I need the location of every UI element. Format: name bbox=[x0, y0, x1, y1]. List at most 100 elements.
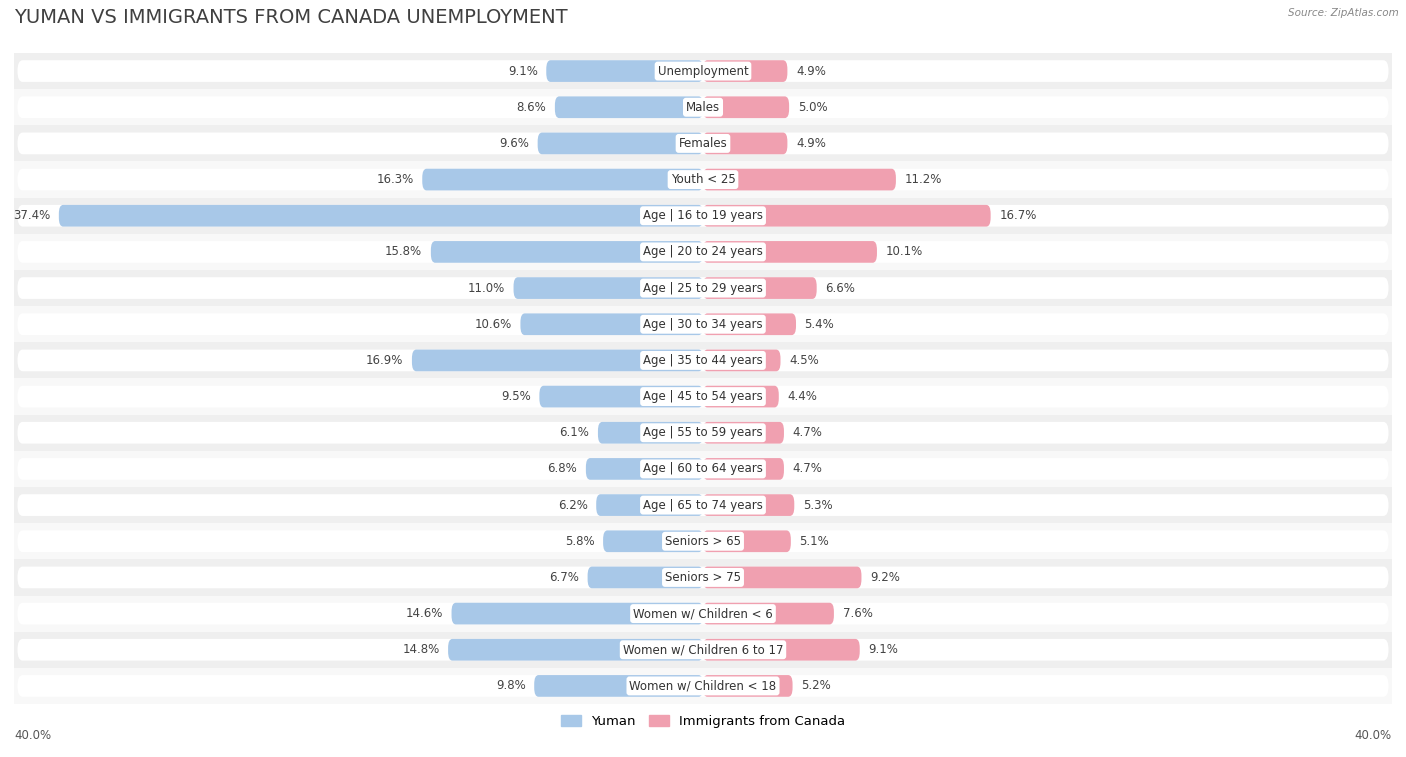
Text: Age | 60 to 64 years: Age | 60 to 64 years bbox=[643, 463, 763, 475]
Text: 16.3%: 16.3% bbox=[377, 173, 413, 186]
Text: Unemployment: Unemployment bbox=[658, 64, 748, 77]
Bar bbox=[14, 378, 1392, 415]
FancyBboxPatch shape bbox=[59, 205, 703, 226]
Text: Women w/ Children 6 to 17: Women w/ Children 6 to 17 bbox=[623, 643, 783, 656]
Text: 40.0%: 40.0% bbox=[1355, 729, 1392, 742]
FancyBboxPatch shape bbox=[547, 61, 703, 82]
Text: Females: Females bbox=[679, 137, 727, 150]
FancyBboxPatch shape bbox=[17, 675, 1389, 696]
Text: 5.1%: 5.1% bbox=[800, 534, 830, 548]
Text: 40.0%: 40.0% bbox=[14, 729, 51, 742]
FancyBboxPatch shape bbox=[513, 277, 703, 299]
Text: Age | 25 to 29 years: Age | 25 to 29 years bbox=[643, 282, 763, 294]
FancyBboxPatch shape bbox=[540, 386, 703, 407]
FancyBboxPatch shape bbox=[534, 675, 703, 696]
FancyBboxPatch shape bbox=[555, 96, 703, 118]
FancyBboxPatch shape bbox=[17, 531, 1389, 552]
FancyBboxPatch shape bbox=[703, 531, 790, 552]
Text: 4.9%: 4.9% bbox=[796, 137, 825, 150]
FancyBboxPatch shape bbox=[17, 277, 1389, 299]
Bar bbox=[14, 234, 1392, 270]
FancyBboxPatch shape bbox=[703, 566, 862, 588]
Text: 7.6%: 7.6% bbox=[842, 607, 872, 620]
FancyBboxPatch shape bbox=[703, 458, 785, 480]
FancyBboxPatch shape bbox=[17, 386, 1389, 407]
Text: Youth < 25: Youth < 25 bbox=[671, 173, 735, 186]
Bar bbox=[14, 451, 1392, 487]
FancyBboxPatch shape bbox=[703, 422, 785, 444]
FancyBboxPatch shape bbox=[17, 350, 1389, 371]
Bar bbox=[14, 487, 1392, 523]
FancyBboxPatch shape bbox=[586, 458, 703, 480]
Text: 9.8%: 9.8% bbox=[496, 680, 526, 693]
Bar bbox=[14, 523, 1392, 559]
FancyBboxPatch shape bbox=[703, 61, 787, 82]
Text: 11.2%: 11.2% bbox=[904, 173, 942, 186]
Bar bbox=[14, 89, 1392, 126]
Bar bbox=[14, 559, 1392, 596]
Text: 4.9%: 4.9% bbox=[796, 64, 825, 77]
FancyBboxPatch shape bbox=[703, 350, 780, 371]
Text: 11.0%: 11.0% bbox=[468, 282, 505, 294]
FancyBboxPatch shape bbox=[412, 350, 703, 371]
FancyBboxPatch shape bbox=[17, 241, 1389, 263]
FancyBboxPatch shape bbox=[537, 132, 703, 154]
FancyBboxPatch shape bbox=[449, 639, 703, 661]
Text: 9.1%: 9.1% bbox=[869, 643, 898, 656]
Text: Age | 20 to 24 years: Age | 20 to 24 years bbox=[643, 245, 763, 258]
Bar bbox=[14, 342, 1392, 378]
Bar bbox=[14, 53, 1392, 89]
Bar bbox=[14, 631, 1392, 668]
FancyBboxPatch shape bbox=[703, 132, 787, 154]
Text: 6.8%: 6.8% bbox=[547, 463, 578, 475]
Text: 4.7%: 4.7% bbox=[793, 426, 823, 439]
Bar bbox=[14, 198, 1392, 234]
Bar bbox=[14, 306, 1392, 342]
Bar bbox=[14, 126, 1392, 161]
Text: YUMAN VS IMMIGRANTS FROM CANADA UNEMPLOYMENT: YUMAN VS IMMIGRANTS FROM CANADA UNEMPLOY… bbox=[14, 8, 568, 26]
Text: 10.6%: 10.6% bbox=[475, 318, 512, 331]
Text: Women w/ Children < 6: Women w/ Children < 6 bbox=[633, 607, 773, 620]
FancyBboxPatch shape bbox=[17, 603, 1389, 625]
FancyBboxPatch shape bbox=[598, 422, 703, 444]
FancyBboxPatch shape bbox=[430, 241, 703, 263]
Text: 16.7%: 16.7% bbox=[1000, 209, 1036, 223]
Text: 9.5%: 9.5% bbox=[501, 390, 531, 403]
Text: 4.5%: 4.5% bbox=[789, 354, 818, 367]
Text: 9.2%: 9.2% bbox=[870, 571, 900, 584]
Text: 15.8%: 15.8% bbox=[385, 245, 422, 258]
FancyBboxPatch shape bbox=[596, 494, 703, 516]
Bar bbox=[14, 270, 1392, 306]
FancyBboxPatch shape bbox=[17, 313, 1389, 335]
Text: Seniors > 65: Seniors > 65 bbox=[665, 534, 741, 548]
FancyBboxPatch shape bbox=[703, 639, 859, 661]
FancyBboxPatch shape bbox=[17, 458, 1389, 480]
FancyBboxPatch shape bbox=[703, 603, 834, 625]
Text: 5.3%: 5.3% bbox=[803, 499, 832, 512]
FancyBboxPatch shape bbox=[17, 205, 1389, 226]
Bar bbox=[14, 596, 1392, 631]
Text: Women w/ Children < 18: Women w/ Children < 18 bbox=[630, 680, 776, 693]
FancyBboxPatch shape bbox=[17, 639, 1389, 661]
Text: 8.6%: 8.6% bbox=[516, 101, 547, 114]
Text: 4.4%: 4.4% bbox=[787, 390, 817, 403]
FancyBboxPatch shape bbox=[703, 675, 793, 696]
FancyBboxPatch shape bbox=[17, 96, 1389, 118]
FancyBboxPatch shape bbox=[422, 169, 703, 191]
FancyBboxPatch shape bbox=[703, 313, 796, 335]
FancyBboxPatch shape bbox=[17, 422, 1389, 444]
Text: 14.6%: 14.6% bbox=[405, 607, 443, 620]
Text: 5.4%: 5.4% bbox=[804, 318, 834, 331]
Text: 9.1%: 9.1% bbox=[508, 64, 537, 77]
Text: Males: Males bbox=[686, 101, 720, 114]
Text: Age | 35 to 44 years: Age | 35 to 44 years bbox=[643, 354, 763, 367]
FancyBboxPatch shape bbox=[603, 531, 703, 552]
FancyBboxPatch shape bbox=[703, 494, 794, 516]
Bar bbox=[14, 668, 1392, 704]
Text: 14.8%: 14.8% bbox=[402, 643, 440, 656]
Bar bbox=[14, 161, 1392, 198]
Legend: Yuman, Immigrants from Canada: Yuman, Immigrants from Canada bbox=[555, 709, 851, 734]
Text: Source: ZipAtlas.com: Source: ZipAtlas.com bbox=[1288, 8, 1399, 17]
Text: 5.8%: 5.8% bbox=[565, 534, 595, 548]
Text: 9.6%: 9.6% bbox=[499, 137, 529, 150]
